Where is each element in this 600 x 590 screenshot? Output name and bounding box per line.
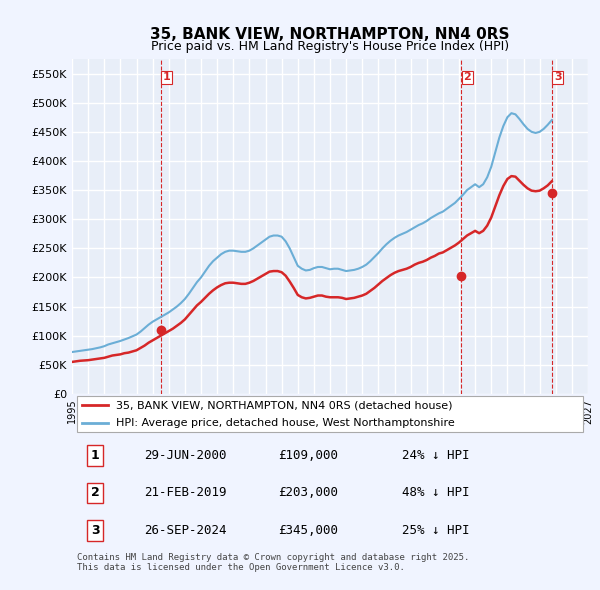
Text: 3: 3 (91, 524, 100, 537)
Text: 29-JUN-2000: 29-JUN-2000 (144, 449, 227, 462)
Text: 2: 2 (91, 486, 100, 499)
Text: 3: 3 (554, 73, 562, 83)
Text: HPI: Average price, detached house, West Northamptonshire: HPI: Average price, detached house, West… (116, 418, 455, 428)
FancyBboxPatch shape (77, 396, 583, 432)
Text: 24% ↓ HPI: 24% ↓ HPI (402, 449, 470, 462)
Text: 48% ↓ HPI: 48% ↓ HPI (402, 486, 470, 499)
Text: 35, BANK VIEW, NORTHAMPTON, NN4 0RS (detached house): 35, BANK VIEW, NORTHAMPTON, NN4 0RS (det… (116, 400, 452, 410)
Text: Contains HM Land Registry data © Crown copyright and database right 2025.
This d: Contains HM Land Registry data © Crown c… (77, 553, 470, 572)
Text: £345,000: £345,000 (278, 524, 338, 537)
Text: £203,000: £203,000 (278, 486, 338, 499)
Text: 1: 1 (163, 73, 170, 83)
Text: 25% ↓ HPI: 25% ↓ HPI (402, 524, 470, 537)
Text: 35, BANK VIEW, NORTHAMPTON, NN4 0RS: 35, BANK VIEW, NORTHAMPTON, NN4 0RS (150, 27, 510, 41)
Text: 2: 2 (464, 73, 471, 83)
Text: 21-FEB-2019: 21-FEB-2019 (144, 486, 227, 499)
Text: 1: 1 (91, 449, 100, 462)
Text: £109,000: £109,000 (278, 449, 338, 462)
Text: 26-SEP-2024: 26-SEP-2024 (144, 524, 227, 537)
Text: Price paid vs. HM Land Registry's House Price Index (HPI): Price paid vs. HM Land Registry's House … (151, 40, 509, 53)
